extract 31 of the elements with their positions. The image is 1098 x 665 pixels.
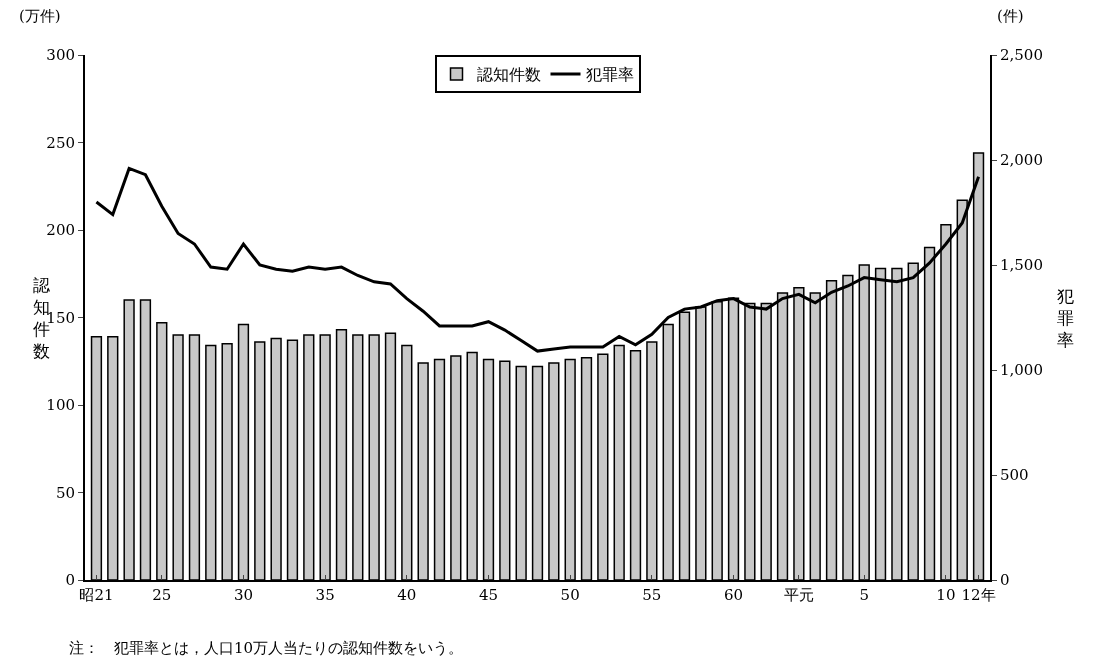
y-tick-label: 250 — [46, 133, 75, 152]
x-tick-label: 35 — [315, 586, 335, 604]
y-tick-label: 50 — [55, 483, 75, 502]
y2-tick-label: 1,500 — [1000, 256, 1043, 275]
x-tick-label: 55 — [642, 586, 662, 604]
y2-tick-label: 2,500 — [1000, 46, 1043, 65]
x-tick-label: 45 — [478, 586, 499, 604]
x-tick-label: 30 — [233, 586, 254, 604]
text: (件) — [997, 7, 1024, 25]
text: 注： 犯罪率とは，人口10万人当たりの認知件数をいう。 — [69, 639, 464, 657]
y2-tick-label: 500 — [1000, 466, 1029, 485]
x-tick-label: 60 — [723, 586, 744, 604]
y2-tick-label: 1,000 — [1000, 361, 1043, 380]
y2-tick-label: 0 — [1000, 571, 1010, 590]
x-tick-label: 12年 — [961, 586, 996, 604]
x-tick-label: 10 — [936, 586, 956, 604]
y2-tick-label: 2,000 — [1000, 151, 1043, 170]
legend-label: 犯罪率 — [585, 65, 634, 85]
x-tick-label: 50 — [560, 586, 580, 604]
y-tick-label: 200 — [46, 221, 75, 240]
x-tick-label: 平元 — [783, 586, 814, 604]
y2-axis-title: 犯罪率 — [1057, 286, 1074, 351]
y-tick-label: 300 — [46, 46, 75, 65]
y-tick-label: 0 — [65, 571, 75, 590]
x-tick-label: 昭21 — [79, 586, 114, 604]
x-tick-label: 5 — [859, 586, 869, 604]
x-tick-label: 40 — [397, 586, 417, 604]
y-tick-label: 100 — [46, 396, 75, 415]
x-tick-label: 25 — [152, 586, 172, 604]
legend-label: 認知件数 — [476, 65, 541, 85]
text: (万件) — [19, 7, 61, 25]
